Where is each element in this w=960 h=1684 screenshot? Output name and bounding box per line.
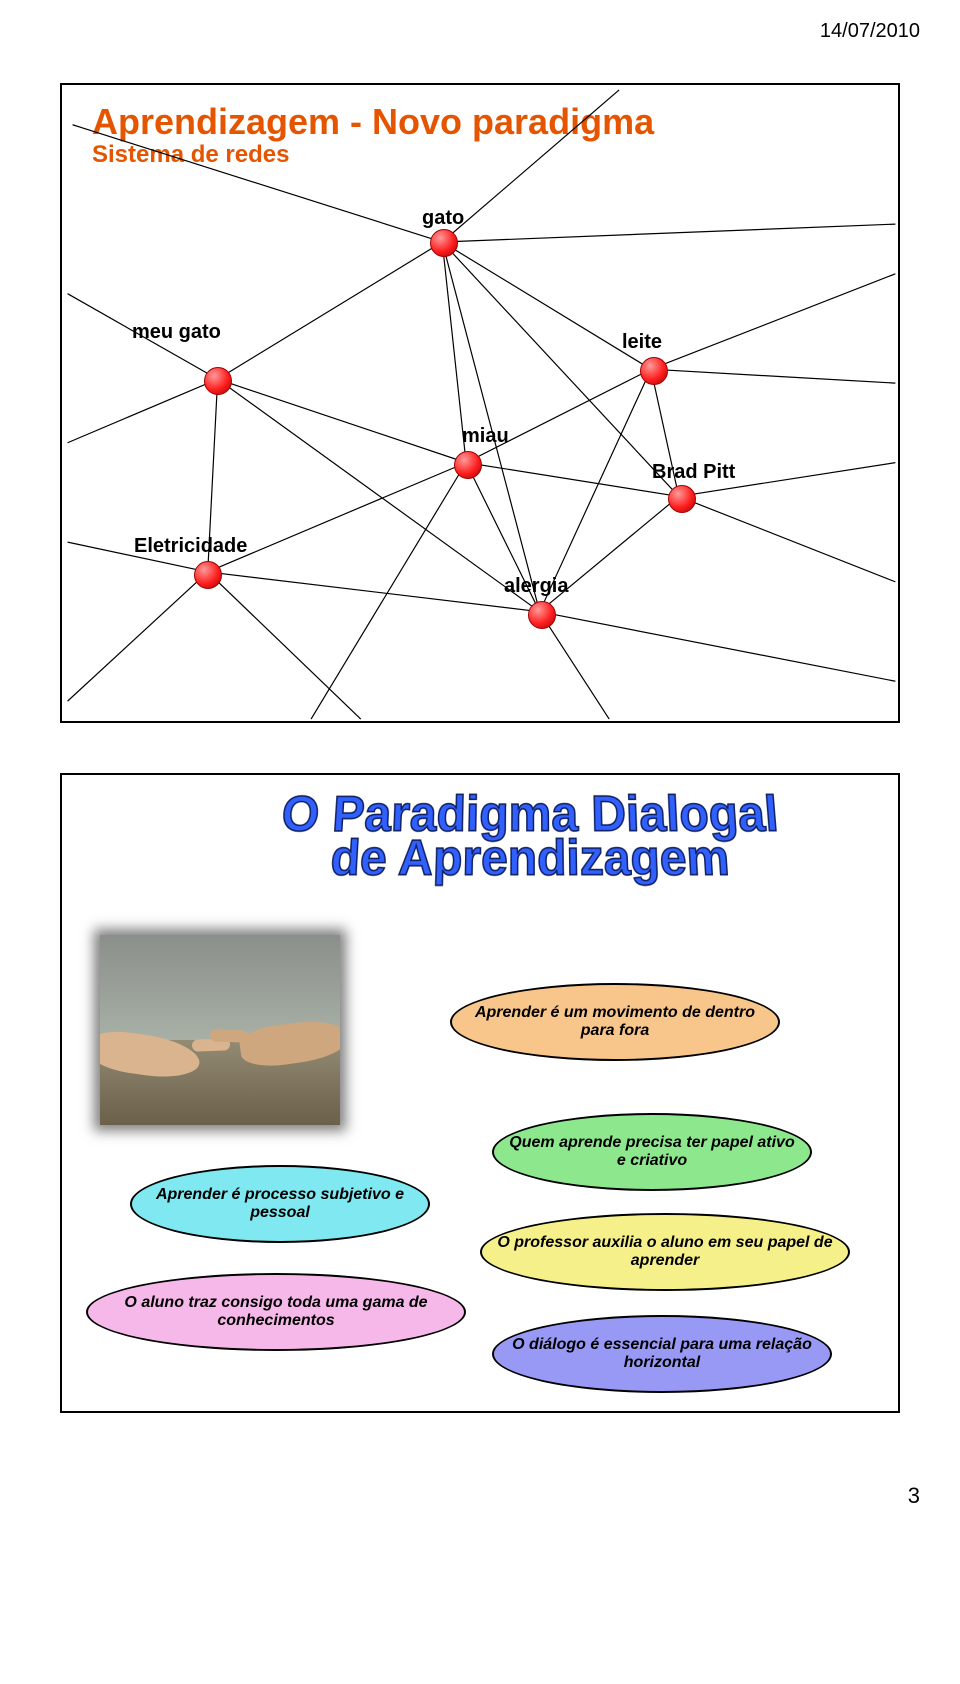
slide-2-wrap: O Paradigma Dialogal de Aprendizagem Apr… (60, 773, 900, 1413)
bubble-b5: O aluno traz consigo toda uma gama de co… (86, 1273, 466, 1351)
bubble-b2: Quem aprende precisa ter papel ativo e c… (492, 1113, 812, 1191)
bubble-b3: Aprender é processo subjetivo e pessoal (130, 1165, 430, 1243)
network-node-leite (640, 357, 668, 385)
slide-1-wrap: Aprendizagem - Novo paradigma Sistema de… (60, 83, 900, 723)
page-number: 3 (0, 1463, 960, 1549)
network-node-meugato (204, 367, 232, 395)
page-date: 14/07/2010 (0, 0, 960, 53)
label-gato: gato (422, 207, 464, 230)
label-alergia: alergia (504, 575, 568, 598)
network-node-gato (430, 229, 458, 257)
slide-2: O Paradigma Dialogal de Aprendizagem Apr… (60, 773, 900, 1413)
network-node-elec (194, 561, 222, 589)
network-node-miau (454, 451, 482, 479)
label-meu_gato: meu gato (132, 321, 221, 344)
wordart-title: O Paradigma Dialogal de Aprendizagem (190, 793, 870, 881)
label-miau: miau (462, 425, 509, 448)
wordart-line2: de Aprendizagem (187, 836, 872, 882)
network-node-brad (668, 485, 696, 513)
bubble-b6: O diálogo é essencial para uma relação h… (492, 1315, 832, 1393)
label-brad_pitt: Brad Pitt (652, 461, 735, 484)
bubble-b1: Aprender é um movimento de dentro para f… (450, 983, 780, 1061)
slide-1: Aprendizagem - Novo paradigma Sistema de… (60, 83, 900, 723)
bubble-b4: O professor auxilia o aluno em seu papel… (480, 1213, 850, 1291)
label-eletricidade: Eletricidade (134, 535, 247, 558)
network-lines (62, 85, 898, 721)
painting-image (100, 935, 340, 1125)
network-node-alergia (528, 601, 556, 629)
label-leite: leite (622, 331, 662, 354)
